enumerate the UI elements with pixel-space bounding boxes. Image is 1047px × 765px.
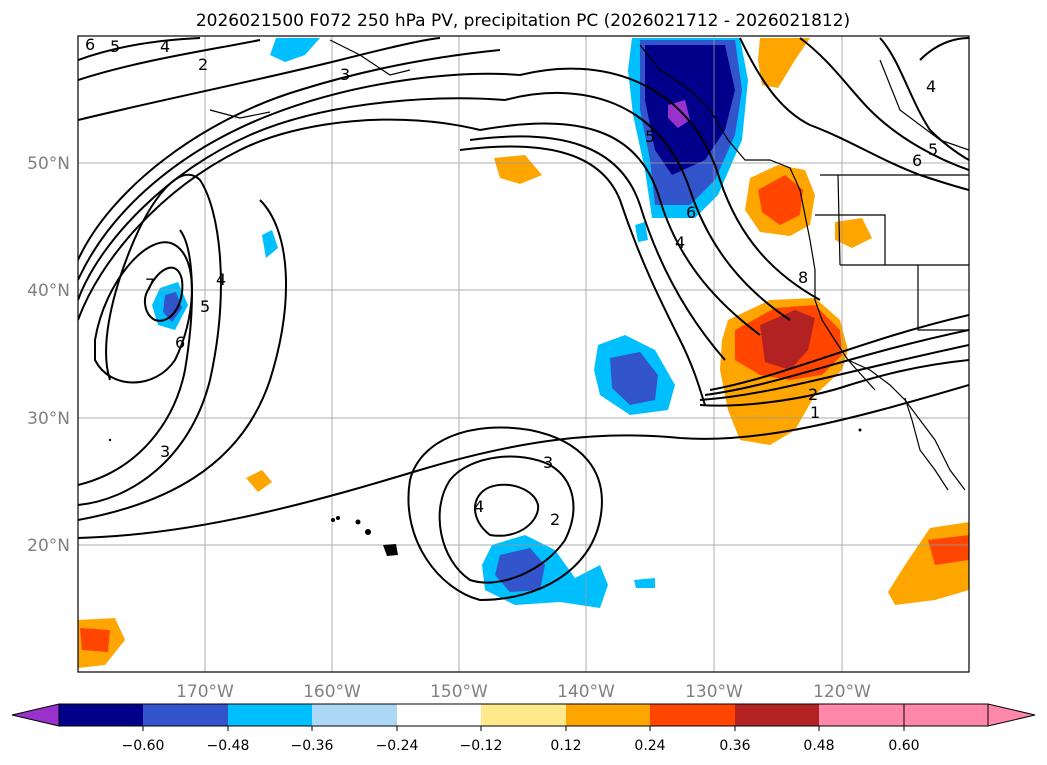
islands	[108, 428, 862, 556]
lon-label: 160°W	[303, 682, 361, 702]
contour-subtropical-1	[78, 384, 969, 539]
svg-text:4: 4	[216, 270, 226, 289]
contour-trough	[459, 145, 706, 406]
gridlines	[78, 36, 969, 672]
colorbar-bin	[481, 704, 566, 726]
map-panel: 6 5 4 2 3 7 5 4 6 3 5 6 4 8 2 1 3 4 2 6 …	[78, 35, 969, 672]
colorbar-tick: −0.48	[207, 738, 250, 754]
lon-axis-labels: 170°W 160°W 150°W 140°W 130°W 120°W	[176, 682, 871, 702]
coastlines	[209, 39, 969, 491]
svg-text:4: 4	[160, 37, 170, 56]
svg-text:6: 6	[85, 35, 95, 54]
colorbar-bin	[650, 704, 735, 726]
colorbar-tick: 0.48	[803, 738, 834, 754]
svg-text:5: 5	[645, 127, 655, 146]
contour-cutoff-low	[407, 426, 603, 602]
colorbar-tick: 0.12	[550, 738, 581, 754]
lon-label: 130°W	[685, 682, 743, 702]
svg-text:2: 2	[550, 510, 560, 529]
colorbar-bin	[59, 704, 143, 726]
figure-title: 2026021500 F072 250 hPa PV, precipitatio…	[196, 11, 850, 31]
lat-label: 40°N	[27, 281, 70, 301]
colorbar: −0.60 −0.48 −0.36 −0.24 −0.12 0.12 0.24 …	[11, 703, 1036, 754]
contour-ridge-west	[78, 118, 481, 321]
svg-text:3: 3	[160, 442, 170, 461]
colorbar-tick: 0.24	[634, 738, 665, 754]
colorbar-bin	[735, 704, 819, 726]
colorbar-tick: −0.24	[376, 738, 419, 754]
colorbar-tick: −0.36	[291, 738, 334, 754]
contour-labels: 6 5 4 2 3 7 5 4 6 3 5 6 4 8 2 1 3 4 2 6 …	[85, 35, 938, 529]
svg-text:8: 8	[798, 268, 808, 287]
colorbar-tick: 0.36	[719, 738, 750, 754]
pv-contours	[78, 37, 969, 602]
lat-label: 20°N	[27, 536, 70, 556]
svg-text:3: 3	[340, 65, 350, 84]
svg-text:3: 3	[543, 453, 553, 472]
svg-text:2: 2	[198, 55, 208, 74]
colorbar-bin	[228, 704, 312, 726]
lon-label: 120°W	[813, 682, 871, 702]
svg-text:5: 5	[200, 297, 210, 316]
lat-axis-labels: 50°N 40°N 30°N 20°N	[27, 154, 70, 556]
svg-text:4: 4	[926, 77, 936, 96]
contour-jet-2	[699, 359, 969, 407]
map-frame	[77, 35, 970, 673]
colorbar-bin	[143, 704, 228, 726]
lon-label: 140°W	[557, 682, 615, 702]
colorbar-bin	[312, 704, 397, 726]
precip-positive-north-coast	[758, 38, 810, 88]
svg-text:7: 7	[145, 275, 155, 294]
colorbar-extend-right	[903, 703, 1036, 727]
colorbar-tick: −0.12	[460, 738, 503, 754]
colorbar-tick: −0.60	[122, 738, 165, 754]
lon-label: 150°W	[430, 682, 488, 702]
svg-text:1: 1	[810, 403, 820, 422]
lat-label: 50°N	[27, 154, 70, 174]
svg-text:5: 5	[110, 37, 120, 56]
colorbar-bin	[566, 704, 650, 726]
svg-text:6: 6	[686, 203, 696, 222]
svg-text:6: 6	[912, 151, 922, 170]
svg-text:6: 6	[175, 333, 185, 352]
svg-text:2: 2	[808, 385, 818, 404]
colorbar-bin	[397, 704, 481, 726]
svg-text:4: 4	[675, 233, 685, 252]
colorbar-extend-left	[11, 703, 60, 727]
lon-label: 170°W	[176, 682, 234, 702]
colorbar-tick: 0.60	[888, 738, 919, 754]
svg-text:5: 5	[928, 140, 938, 159]
lat-label: 30°N	[27, 409, 70, 429]
colorbar-bin	[819, 704, 904, 726]
contour-closed-7	[143, 266, 184, 322]
svg-text:4: 4	[474, 497, 484, 516]
contour-east-ridge	[739, 37, 969, 191]
